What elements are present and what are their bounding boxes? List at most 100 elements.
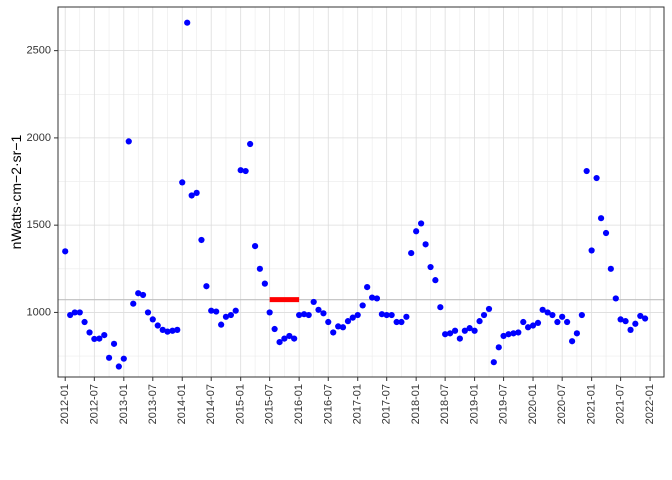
data-point bbox=[520, 318, 527, 326]
major-grid bbox=[58, 7, 664, 377]
data-point bbox=[247, 140, 254, 148]
data-point bbox=[495, 344, 502, 351]
data-point bbox=[208, 307, 215, 314]
data-point bbox=[310, 298, 317, 306]
data-point bbox=[218, 321, 225, 328]
x-tick-label: 2016-07 bbox=[322, 384, 334, 424]
data-point bbox=[383, 311, 390, 319]
data-points bbox=[62, 19, 649, 370]
data-point bbox=[539, 306, 546, 313]
x-tick-label: 2014-07 bbox=[205, 384, 217, 424]
data-point bbox=[213, 308, 220, 315]
y-tick-label: 1500 bbox=[27, 219, 51, 231]
data-point bbox=[554, 318, 561, 326]
data-point bbox=[349, 314, 356, 321]
data-point bbox=[642, 315, 649, 322]
x-tick-label: 2017-07 bbox=[381, 384, 393, 424]
y-axis: 1000 1500 2000 2500 bbox=[27, 45, 58, 318]
data-point bbox=[320, 310, 327, 317]
data-point bbox=[418, 220, 425, 227]
data-point bbox=[101, 332, 108, 339]
data-point bbox=[296, 311, 303, 319]
data-point bbox=[110, 340, 118, 347]
data-point bbox=[198, 236, 205, 244]
data-point bbox=[251, 243, 259, 250]
data-point bbox=[403, 313, 410, 320]
x-axis: 2012-01 2012-07 2013-01 2013-07 2014-01 2014-… bbox=[59, 377, 656, 424]
data-point bbox=[139, 291, 147, 299]
data-point bbox=[300, 311, 308, 318]
y-axis-title: nWatts·cm−2·sr−1 bbox=[8, 134, 24, 249]
data-point bbox=[203, 283, 210, 290]
data-point bbox=[291, 335, 298, 342]
data-point bbox=[398, 318, 405, 326]
x-tick-label: 2015-07 bbox=[264, 384, 276, 424]
x-tick-label: 2022-01 bbox=[644, 384, 656, 424]
data-point bbox=[359, 302, 366, 309]
data-point bbox=[373, 295, 381, 302]
data-point bbox=[437, 304, 444, 311]
data-point bbox=[144, 309, 152, 316]
data-point bbox=[442, 331, 449, 338]
plot-border bbox=[57, 6, 665, 378]
x-tick-label: 2017-01 bbox=[352, 384, 364, 424]
data-point bbox=[227, 311, 235, 319]
data-point bbox=[461, 327, 468, 334]
data-point bbox=[86, 329, 93, 336]
x-tick-label: 2014-01 bbox=[176, 384, 188, 424]
y-tick-label: 2000 bbox=[27, 132, 51, 144]
data-point bbox=[71, 309, 78, 316]
data-point bbox=[432, 277, 439, 284]
data-point bbox=[388, 311, 395, 319]
data-point bbox=[500, 332, 507, 340]
data-point bbox=[602, 229, 610, 237]
minor-grid bbox=[58, 7, 664, 377]
x-tick-label: 2016-01 bbox=[293, 384, 305, 424]
data-point bbox=[588, 247, 595, 254]
data-point bbox=[261, 280, 268, 287]
data-point bbox=[471, 327, 478, 334]
x-tick-label: 2012-01 bbox=[59, 384, 71, 424]
data-point bbox=[315, 306, 322, 313]
data-point bbox=[456, 335, 463, 342]
data-point bbox=[125, 138, 132, 145]
x-tick-label: 2015-01 bbox=[235, 384, 247, 424]
x-tick-label: 2020-01 bbox=[527, 384, 539, 424]
data-point bbox=[422, 241, 429, 248]
data-point bbox=[564, 318, 571, 326]
data-point bbox=[339, 324, 347, 331]
x-tick-label: 2018-07 bbox=[439, 384, 451, 424]
data-point bbox=[466, 325, 473, 332]
data-point bbox=[188, 192, 195, 199]
data-point bbox=[281, 335, 288, 342]
data-point bbox=[169, 327, 176, 334]
data-point bbox=[159, 326, 166, 333]
x-tick-label: 2018-01 bbox=[410, 384, 422, 424]
data-point bbox=[242, 167, 249, 175]
data-point bbox=[559, 313, 566, 320]
y-tick-label: 2500 bbox=[27, 45, 51, 57]
data-point bbox=[184, 19, 191, 26]
x-tick-label: 2012-07 bbox=[88, 384, 100, 424]
data-point bbox=[515, 329, 522, 336]
data-point bbox=[393, 318, 400, 326]
data-point bbox=[549, 311, 556, 319]
data-point bbox=[232, 307, 239, 314]
x-tick-label: 2013-07 bbox=[147, 384, 159, 424]
data-point bbox=[427, 263, 434, 271]
data-point bbox=[578, 311, 585, 319]
data-point bbox=[534, 319, 542, 326]
data-point bbox=[256, 265, 263, 272]
data-point bbox=[237, 167, 244, 174]
data-point bbox=[105, 354, 113, 361]
data-point bbox=[271, 325, 278, 333]
data-point bbox=[344, 318, 352, 325]
data-point bbox=[369, 294, 376, 301]
data-point bbox=[612, 295, 619, 302]
x-tick-label: 2020-07 bbox=[556, 384, 568, 424]
data-point bbox=[622, 318, 629, 325]
x-tick-label: 2021-01 bbox=[586, 384, 598, 424]
data-point bbox=[451, 327, 459, 334]
data-point bbox=[81, 318, 88, 326]
